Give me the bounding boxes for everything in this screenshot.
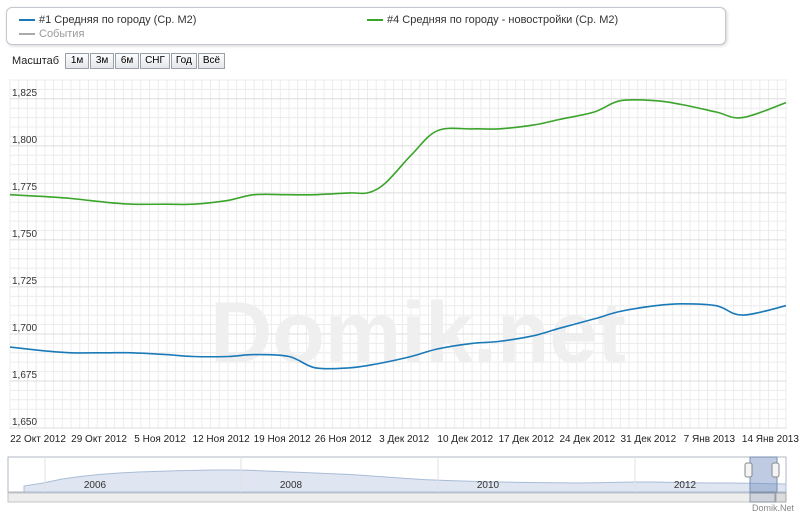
x-tick-label: 17 Дек 2012 [498,434,554,445]
series [9,98,787,370]
legend-item-events[interactable]: События [19,28,84,40]
y-tick-label: 1,700 [12,323,37,334]
x-tick-label: 22 Окт 2012 [10,434,66,445]
y-tick-label: 1,675 [12,370,37,381]
y-tick-label: 1,825 [12,88,37,99]
credit: Domik.Net [751,503,794,513]
events-swatch [19,33,35,36]
navigator-scrollbar-thumb[interactable] [749,492,776,503]
x-tick-label: 7 Янв 2013 [684,434,736,445]
grid [9,79,787,429]
zoom-1m-button[interactable]: 1м [65,53,90,69]
series-line-1[interactable] [9,302,787,370]
zoom-year-button[interactable]: Год [170,53,197,69]
x-tick-label: 3 Дек 2012 [379,434,430,445]
legend-label-series2: #4 Средняя по городу - новостройки (Ср. … [387,14,619,26]
zoom-label: Масштаб [12,55,60,67]
navigator-label: 2008 [280,480,303,491]
zoom-all-button[interactable]: Всё [197,53,226,69]
watermark: Domik.net [210,285,626,381]
navigator-label: 2012 [674,480,697,491]
x-tick-label: 24 Дек 2012 [559,434,615,445]
legend-label-series1: #1 Средняя по городу (Ср. М2) [39,14,197,26]
navigator-label: 2006 [84,480,107,491]
y-tick-label: 1,725 [12,276,37,287]
navigator-handle[interactable] [744,462,753,478]
plot-area [9,79,787,429]
y-tick-label: 1,650 [12,417,37,428]
series-line-2[interactable] [9,98,787,206]
navigator-content: 2006 2008 2010 2012 [7,456,787,503]
navigator-scrollbar-track[interactable] [7,492,787,503]
navigator-area [23,469,787,493]
zoom-bar: Масштаб 1м 3м 6м СНГ Год Всё [12,53,226,69]
x-tick-label: 31 Дек 2012 [621,434,677,445]
x-tick-label: 29 Окт 2012 [71,434,127,445]
zoom-6m-button[interactable]: 6м [115,53,140,69]
scroll-right-arrow-icon[interactable] [775,492,787,503]
legend-label-events: События [39,28,85,40]
x-tick-label: 10 Дек 2012 [437,434,493,445]
y-axis: 1,650 1,675 1,700 1,725 1,750 1,775 1,800 1,825 [12,88,37,428]
x-tick-label: 12 Ноя 2012 [193,434,251,445]
y-tick-label: 1,775 [12,182,37,193]
x-tick-label: 14 Янв 2013 [742,434,799,445]
navigator[interactable]: 2006 2008 2010 2012 [0,454,800,504]
series1-swatch [19,19,35,22]
series2-swatch [367,19,383,22]
x-tick-label: 19 Ноя 2012 [254,434,312,445]
legend: #1 Средняя по городу (Ср. М2) #4 Средняя… [6,7,726,45]
zoom-3m-button[interactable]: 3м [90,53,115,69]
zoom-ytd-button[interactable]: СНГ [140,53,170,69]
navigator-handle[interactable] [771,462,780,478]
legend-item-series1[interactable]: #1 Средняя по городу (Ср. М2) [19,14,196,26]
x-tick-label: 26 Ноя 2012 [315,434,373,445]
main-chart[interactable]: Domik.net 1,650 1,675 1,700 1,725 1,750 1,775… [0,72,800,454]
y-tick-label: 1,800 [12,135,37,146]
navigator-label: 2010 [477,480,500,491]
x-tick-label: 5 Ноя 2012 [134,434,186,445]
x-axis: 22 Окт 2012 29 Окт 2012 5 Ноя 2012 12 Ноя 2… [10,434,799,445]
y-tick-label: 1,750 [12,229,37,240]
legend-item-series2[interactable]: #4 Средняя по городу - новостройки (Ср. … [367,14,618,26]
